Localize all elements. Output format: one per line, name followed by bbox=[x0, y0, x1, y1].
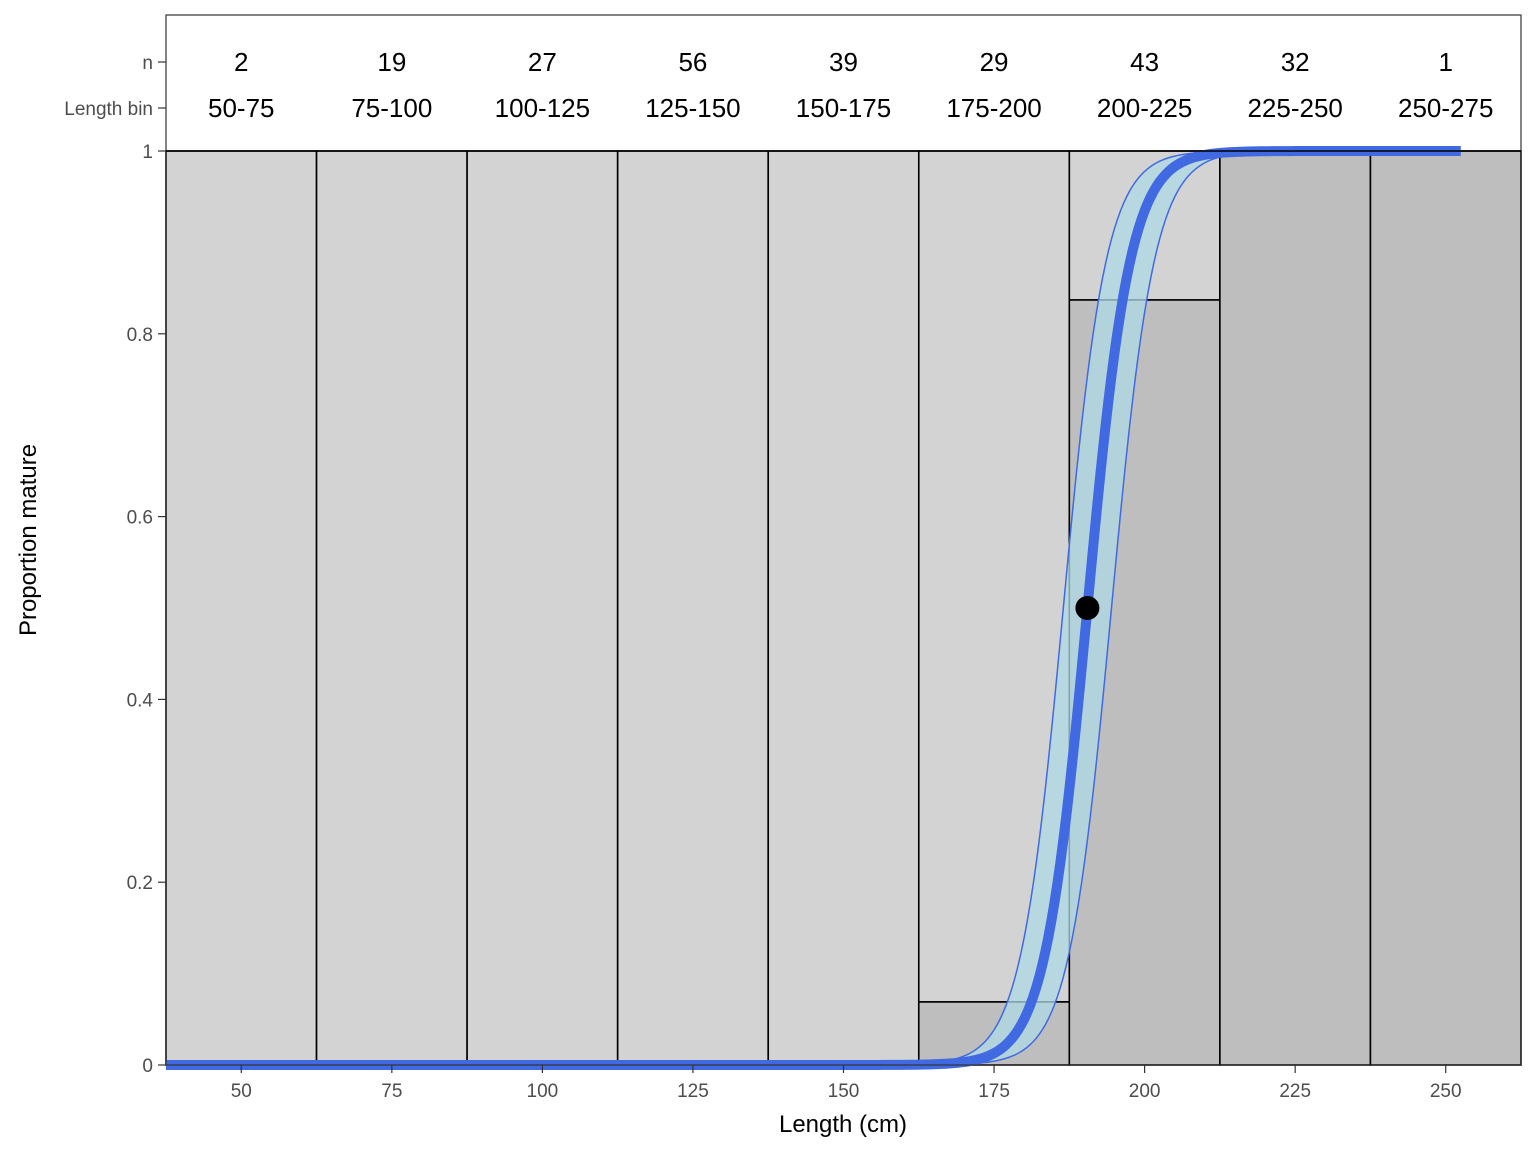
bar-immature-3 bbox=[616, 150, 770, 1066]
header-bin-8: 250-275 bbox=[1398, 93, 1493, 123]
axes-layer: 50 75 100 125 150 175 200 225 250 0 0.2 0.4 0.6 0.8 1 bbox=[127, 142, 1462, 1102]
x-tick-label-4: 150 bbox=[828, 1081, 860, 1102]
bar-immature-2 bbox=[466, 150, 619, 1066]
x-tick-label-7: 225 bbox=[1279, 1081, 1311, 1102]
header-bin-7: 225-250 bbox=[1247, 93, 1342, 123]
bar-immature-1 bbox=[315, 150, 468, 1066]
header-bin-3: 125-150 bbox=[645, 93, 740, 123]
header-n-8: 1 bbox=[1438, 47, 1452, 77]
x-axis-title: Length (cm) bbox=[779, 1111, 907, 1138]
header-n-2: 27 bbox=[528, 47, 557, 77]
header-bin-1: 75-100 bbox=[351, 93, 432, 123]
bar-immature-0 bbox=[165, 150, 318, 1066]
l50-point bbox=[1075, 596, 1100, 620]
x-tick-label-6: 200 bbox=[1129, 1081, 1161, 1102]
y-tick-label-3: 0.6 bbox=[127, 508, 153, 529]
header-n-0: 2 bbox=[234, 47, 248, 77]
header-row-label-n: n bbox=[142, 53, 153, 74]
header-bin-5: 175-200 bbox=[946, 93, 1041, 123]
x-tick-label-2: 100 bbox=[527, 1081, 559, 1102]
header-row-label-bin: Length bin bbox=[64, 99, 153, 120]
header-bin-6: 200-225 bbox=[1097, 93, 1192, 123]
y-tick-label-1: 0.2 bbox=[127, 873, 153, 894]
x-tick-label-0: 50 bbox=[231, 1081, 252, 1102]
header-n-7: 32 bbox=[1281, 47, 1310, 77]
header-n-4: 39 bbox=[829, 47, 858, 77]
header-bin-4: 150-175 bbox=[796, 93, 891, 123]
bar-immature-4 bbox=[767, 150, 920, 1066]
x-tick-label-1: 75 bbox=[381, 1081, 402, 1102]
bar-mature-8 bbox=[1369, 150, 1522, 1066]
x-tick-label-8: 250 bbox=[1430, 1081, 1462, 1102]
header-layer: 2 50-75 19 75-100 27 100-125 56 125-150 39 150-17… bbox=[64, 47, 1493, 123]
y-axis-title: Proportion mature bbox=[15, 444, 42, 636]
header-n-1: 19 bbox=[377, 47, 406, 77]
header-n-3: 56 bbox=[678, 47, 707, 77]
y-tick-label-2: 0.4 bbox=[127, 690, 154, 711]
y-tick-label-4: 0.8 bbox=[127, 325, 153, 346]
x-tick-label-5: 175 bbox=[978, 1081, 1010, 1102]
bars-layer bbox=[165, 150, 1522, 1066]
header-n-5: 29 bbox=[980, 47, 1009, 77]
bar-mature-7 bbox=[1219, 150, 1372, 1066]
header-n-6: 43 bbox=[1130, 47, 1159, 77]
x-tick-label-3: 125 bbox=[677, 1081, 709, 1102]
y-tick-label-5: 1 bbox=[142, 142, 153, 163]
y-tick-label-0: 0 bbox=[142, 1056, 153, 1077]
header-bin-0: 50-75 bbox=[208, 93, 275, 123]
header-bin-2: 100-125 bbox=[495, 93, 590, 123]
